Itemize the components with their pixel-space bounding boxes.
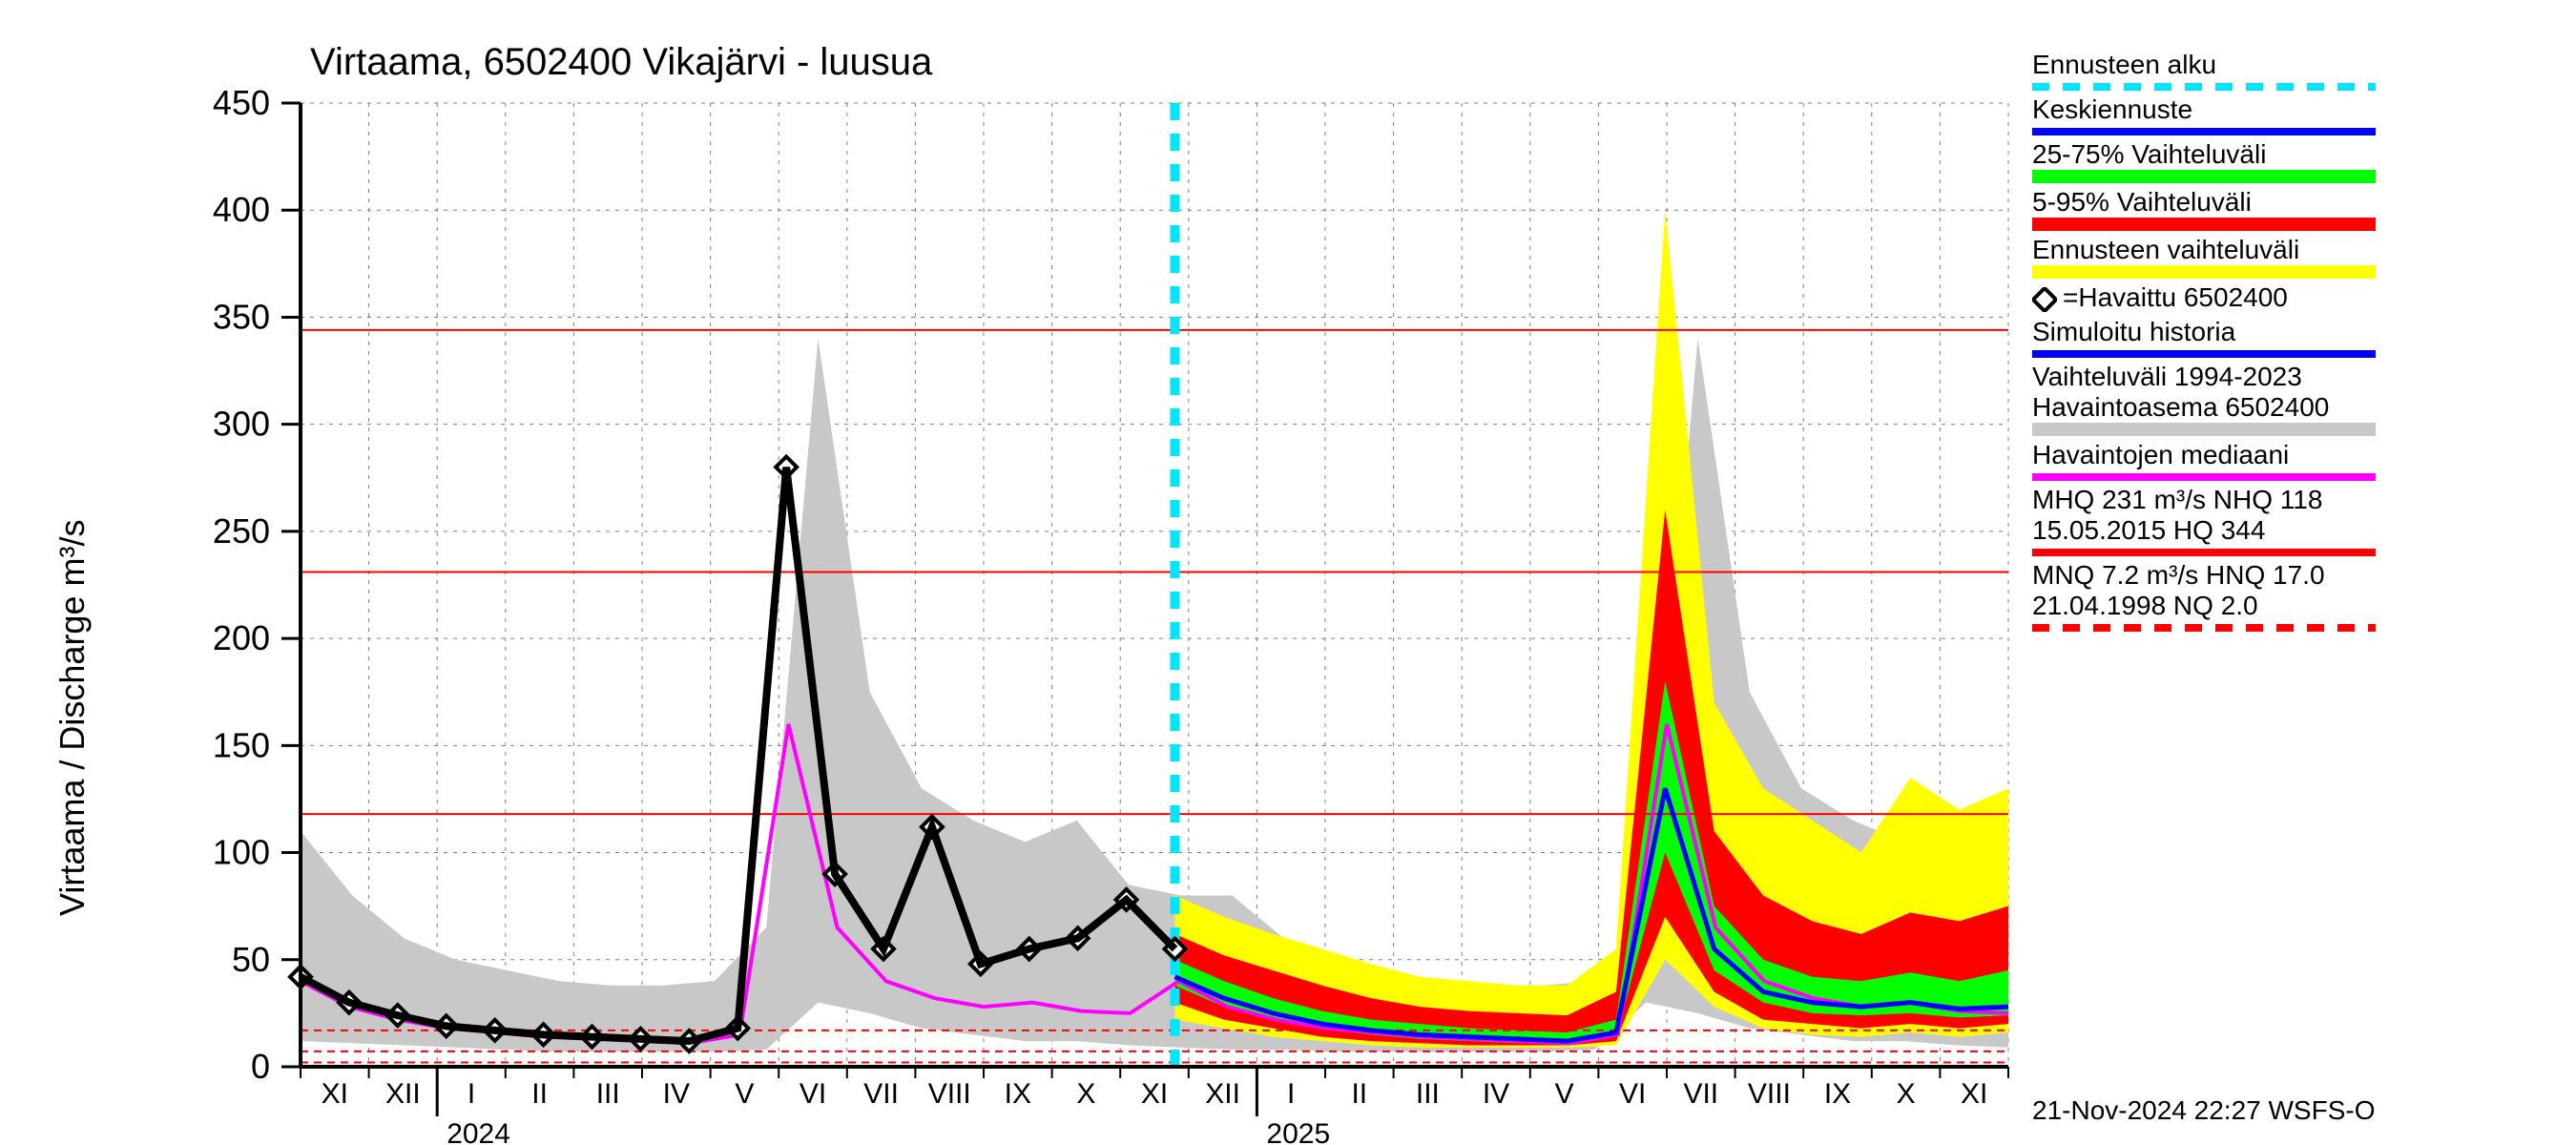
xtick-label: II [531,1078,548,1110]
xtick-label: XII [1205,1078,1240,1110]
legend-swatch [2032,549,2376,556]
legend-swatch [2032,83,2376,91]
legend-swatch [2032,473,2376,481]
legend-swatch [2032,350,2376,358]
diamond-icon [2032,287,2057,312]
legend-item-observed: =Havaittu 6502400 [2032,282,2557,313]
legend: Ennusteen alku Keskiennuste 25-75% Vaihtel… [2032,50,2557,635]
legend-item-band_25_75: 25-75% Vaihteluväli [2032,139,2557,183]
legend-swatch [2032,218,2376,231]
legend-label: MNQ 7.2 m³/s HNQ 17.0 [2032,560,2557,591]
xtick-label: X [1897,1078,1916,1110]
legend-swatch [2032,265,2376,279]
xtick-label: X [1076,1078,1095,1110]
legend-item-obs_median: Havaintojen mediaani [2032,440,2557,481]
xtick-label: III [596,1078,620,1110]
legend-label: Simuloitu historia [2032,317,2557,347]
ytick-label: 200 [213,618,270,657]
legend-item-mean_forecast: Keskiennuste [2032,94,2557,135]
xtick-label: I [1287,1078,1295,1110]
ytick-label: 150 [213,725,270,764]
ytick-label: 250 [213,511,270,551]
legend-label: Havaintojen mediaani [2032,440,2557,470]
legend-label: Vaihteluväli 1994-2023 [2032,362,2557,392]
ytick-label: 450 [213,83,270,122]
xtick-label: VI [800,1078,826,1110]
footer-timestamp: 21-Nov-2024 22:27 WSFS-O [2032,1095,2376,1126]
legend-label: Ennusteen alku [2032,50,2557,80]
xtick-label: VIII [928,1078,971,1110]
legend-swatch [2032,170,2376,183]
xtick-label: IX [1005,1078,1031,1110]
legend-item-band_full: Ennusteen vaihteluväli [2032,235,2557,279]
legend-swatch [2032,128,2376,135]
xtick-label: VII [863,1078,899,1110]
xtick-label: IX [1824,1078,1851,1110]
legend-swatch [2032,423,2376,436]
legend-item-hist_range: Vaihteluväli 1994-2023 Havaintoasema 650… [2032,362,2557,436]
xtick-label: IV [1483,1078,1509,1110]
ytick-label: 0 [251,1047,270,1086]
legend-label: 5-95% Vaihteluväli [2032,187,2557,218]
legend-item-forecast_start: Ennusteen alku [2032,50,2557,91]
legend-label: =Havaittu 6502400 [2063,282,2288,312]
xtick-label: XII [385,1078,421,1110]
y-axis-title: Virtaama / Discharge m³/s [52,520,93,916]
xtick-label: III [1416,1078,1440,1110]
ytick-label: 300 [213,405,270,444]
legend-label: Ennusteen vaihteluväli [2032,235,2557,265]
ytick-label: 350 [213,297,270,336]
legend-swatch [2032,624,2376,632]
legend-label: Havaintoasema 6502400 [2032,392,2557,423]
xtick-label: XI [1961,1078,1987,1110]
legend-item-sim_history: Simuloitu historia [2032,317,2557,358]
legend-label: 15.05.2015 HQ 344 [2032,515,2557,546]
ytick-label: 100 [213,833,270,872]
xtick-label: VIII [1748,1078,1791,1110]
xtick-label: II [1351,1078,1367,1110]
ytick-label: 50 [232,940,270,979]
xtick-label: XI [322,1078,348,1110]
xtick-label: V [735,1078,754,1110]
xtick-label: VI [1619,1078,1646,1110]
legend-label: 21.04.1998 NQ 2.0 [2032,591,2557,621]
xtick-label: V [1555,1078,1574,1110]
legend-item-ref_low: MNQ 7.2 m³/s HNQ 17.0 21.04.1998 NQ 2.0 [2032,560,2557,632]
legend-label: Keskiennuste [2032,94,2557,125]
chart-title: Virtaama, 6502400 Vikajärvi - luusua [310,41,933,83]
legend-label: 25-75% Vaihteluväli [2032,139,2557,170]
year-label: 2024 [447,1118,510,1145]
chart-container: 0 50 100 150 200 250 300 350 400 450 Virtaama, 65… [0,0,2576,1145]
xtick-label: XI [1141,1078,1168,1110]
legend-item-ref_high: MHQ 231 m³/s NHQ 118 15.05.2015 HQ 344 [2032,485,2557,556]
legend-item-band_5_95: 5-95% Vaihteluväli [2032,187,2557,231]
xtick-label: I [467,1078,475,1110]
ytick-label: 400 [213,190,270,229]
xtick-label: IV [663,1078,690,1110]
year-label: 2025 [1266,1118,1330,1145]
xtick-label: VII [1683,1078,1718,1110]
legend-label: MHQ 231 m³/s NHQ 118 [2032,485,2557,515]
